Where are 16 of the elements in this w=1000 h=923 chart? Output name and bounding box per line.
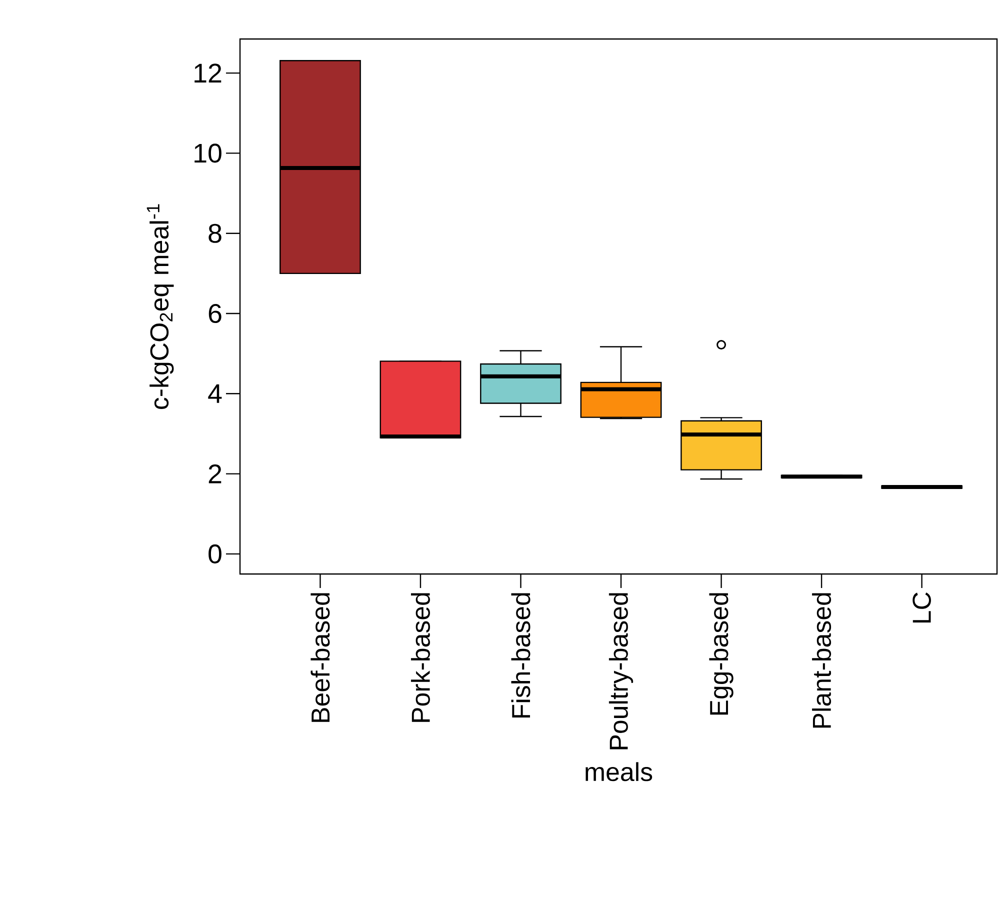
- y-tick-label: 8: [208, 224, 222, 243]
- x-tick-label: Egg-based: [709, 593, 734, 715]
- x-axis-title: meals: [586, 762, 652, 782]
- x-tick-label: Beef-based: [310, 593, 330, 722]
- y-axis-title: c-kgCO$_{2}$eq meal$^{-1}$: [146, 204, 174, 409]
- x-tick-label: LC: [912, 592, 931, 622]
- y-tick-label: 2: [208, 464, 222, 484]
- x-tick-label: Plant-based: [812, 593, 832, 728]
- x-tick-label: Poultry-based: [608, 593, 634, 750]
- y-tick-label: 0: [208, 544, 222, 564]
- y-tick-label: 4: [208, 384, 222, 403]
- y-tick-label: 6: [208, 304, 222, 324]
- y-tick-label: 12: [194, 64, 222, 82]
- x-tick-label: Pork-based: [410, 593, 430, 722]
- y-tick-label: 10: [194, 144, 222, 163]
- x-tick-label: Fish-based: [511, 593, 530, 718]
